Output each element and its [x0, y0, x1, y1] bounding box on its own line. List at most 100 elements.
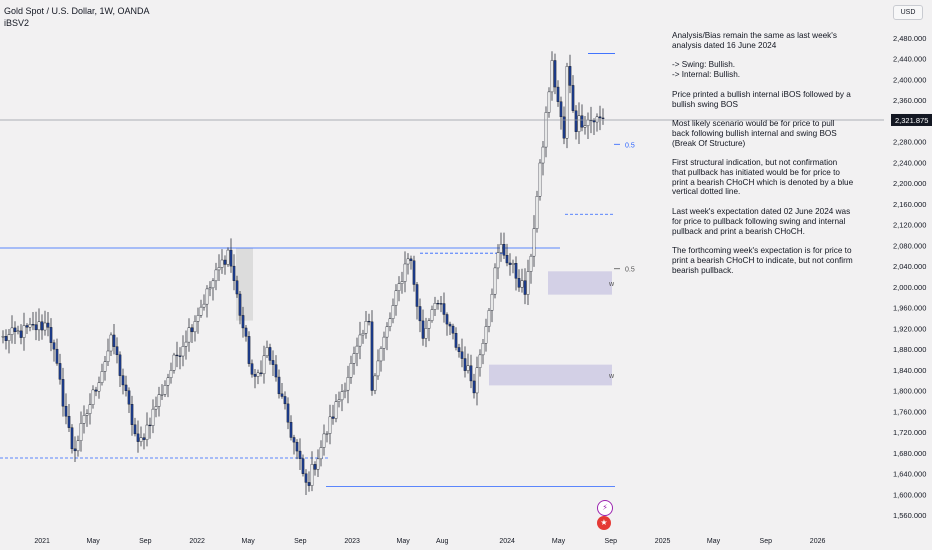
- highlight-area: [236, 247, 253, 321]
- annotation-paragraph: -> Swing: Bullish. -> Internal: Bullish.: [672, 60, 862, 79]
- bearish-candle: [460, 351, 464, 359]
- price-tick-label: 2,160.000: [893, 200, 926, 209]
- time-tick-label: 2024: [499, 538, 515, 545]
- bullish-candle: [541, 146, 545, 164]
- bullish-candle: [493, 267, 497, 295]
- bullish-candle: [157, 394, 161, 407]
- bullish-candle: [388, 318, 392, 327]
- bullish-candle: [199, 306, 203, 316]
- indicator-label[interactable]: iBSV2: [4, 18, 30, 28]
- annotation-paragraph: Most likely scenario would be for price …: [672, 119, 862, 148]
- bullish-candle: [325, 433, 329, 435]
- bullish-candle: [355, 345, 359, 354]
- bullish-candle: [511, 263, 515, 265]
- bullish-candle: [490, 293, 494, 311]
- bullish-candle: [79, 423, 83, 441]
- bearish-candle: [556, 86, 560, 102]
- bullish-candle: [595, 116, 599, 123]
- bullish-candle: [193, 321, 197, 333]
- bullish-candle: [529, 255, 533, 272]
- bullish-candle: [256, 372, 260, 377]
- bullish-candle: [160, 394, 164, 396]
- bullish-candle: [586, 119, 590, 126]
- bullish-candle: [424, 328, 428, 339]
- bearish-candle: [559, 101, 563, 118]
- bullish-candle: [82, 415, 86, 424]
- bullish-candle: [343, 389, 347, 392]
- bullish-candle: [538, 162, 542, 197]
- bearish-candle: [31, 324, 35, 326]
- bullish-candle: [532, 228, 536, 257]
- bearish-candle: [73, 448, 77, 452]
- bullish-candle: [217, 267, 221, 271]
- annotation-line: bearish pullback.: [672, 265, 734, 275]
- bearish-candle: [442, 303, 446, 315]
- bearish-candle: [439, 303, 443, 305]
- bullish-candle: [319, 447, 323, 460]
- bullish-candle: [211, 280, 215, 289]
- bullish-candle: [154, 406, 158, 410]
- bearish-candle: [121, 375, 125, 386]
- annotation-line: back following bullish internal and swin…: [672, 128, 837, 138]
- bearish-candle: [514, 263, 518, 279]
- bullish-candle: [385, 326, 389, 338]
- bearish-candle: [508, 262, 512, 265]
- annotation-paragraph: Analysis/Bias remain the same as last we…: [672, 31, 862, 50]
- time-tick-label: May: [552, 538, 566, 545]
- bullish-candle: [163, 385, 167, 395]
- bullish-candle: [328, 416, 332, 434]
- bullish-candle: [106, 350, 110, 362]
- bearish-candle: [250, 363, 254, 375]
- bullish-candle: [397, 283, 401, 291]
- annotation-line: that pullback has initiated would be for…: [672, 168, 840, 178]
- bearish-candle: [289, 422, 293, 438]
- bearish-candle: [568, 66, 572, 86]
- bearish-candle: [277, 376, 281, 395]
- price-tick-label: 1,880.000: [893, 345, 926, 354]
- time-tick-label: Aug: [436, 538, 449, 545]
- price-tick-label: 1,920.000: [893, 324, 926, 333]
- bearish-candle: [304, 473, 308, 483]
- bullish-candle: [1, 336, 5, 338]
- time-tick-label: Sep: [605, 538, 618, 545]
- time-tick-label: Sep: [294, 538, 307, 545]
- bullish-candle: [187, 327, 191, 343]
- bullish-candle: [544, 112, 548, 148]
- flag-event-icon[interactable]: ★: [597, 516, 611, 530]
- bullish-candle: [364, 320, 368, 334]
- lightning-icon[interactable]: ⚡: [597, 500, 613, 516]
- bullish-candle: [22, 325, 26, 338]
- price-tick-label: 1,720.000: [893, 428, 926, 437]
- price-tick-label: 2,360.000: [893, 96, 926, 105]
- bearish-candle: [274, 364, 278, 378]
- bearish-candle: [61, 379, 65, 407]
- bullish-candle: [322, 433, 326, 448]
- annotation-line: analysis dated 16 June 2024: [672, 40, 777, 50]
- bearish-candle: [223, 259, 227, 265]
- time-tick-label: 2021: [34, 538, 50, 545]
- bearish-candle: [454, 333, 458, 348]
- bearish-candle: [127, 390, 131, 405]
- annotation-paragraph: Price printed a bullish internal iBOS fo…: [672, 90, 862, 109]
- demand-zone: [548, 271, 612, 295]
- fib-label: 0.5: [625, 142, 635, 149]
- bullish-candle: [361, 333, 365, 336]
- annotation-line: for price to pullback following swing an…: [672, 216, 846, 226]
- price-tick-label: 2,280.000: [893, 138, 926, 147]
- annotation-line: print a bearish CHoCH which is denoted b…: [672, 177, 854, 187]
- bullish-candle: [487, 310, 491, 327]
- bullish-candle: [430, 309, 434, 321]
- bullish-candle: [376, 360, 380, 377]
- bearish-candle: [67, 415, 71, 428]
- price-tick-label: 1,800.000: [893, 387, 926, 396]
- price-tick-label: 1,600.000: [893, 490, 926, 499]
- bullish-candle: [220, 259, 224, 268]
- bearish-candle: [517, 278, 521, 288]
- bearish-candle: [178, 355, 182, 357]
- currency-button[interactable]: USD: [893, 5, 923, 20]
- bearish-candle: [19, 330, 23, 338]
- bullish-candle: [406, 258, 410, 265]
- bearish-candle: [553, 60, 557, 88]
